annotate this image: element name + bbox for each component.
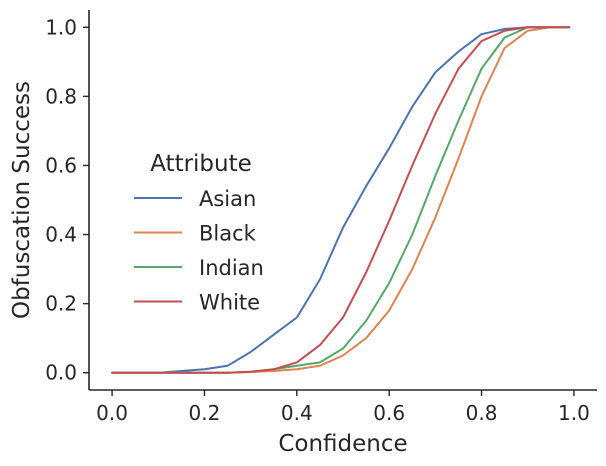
- legend-label-black: Black: [199, 222, 257, 246]
- x-tick-label: 0.8: [466, 401, 498, 425]
- series-line-asian: [111, 26, 571, 374]
- x-tick-label: 0.6: [373, 401, 405, 425]
- x-ticks: 0.0 0.2 0.4 0.6 0.8 1.0: [96, 390, 590, 425]
- y-tick-label: 0.4: [45, 223, 77, 247]
- y-tick-label: 0.6: [45, 153, 77, 177]
- y-tick-label: 0.2: [45, 292, 77, 316]
- x-tick-label: 0.0: [96, 401, 128, 425]
- y-tick-label: 0.0: [45, 361, 77, 385]
- y-axis-label: Obfuscation Success: [9, 81, 35, 319]
- series-lines: [111, 26, 571, 374]
- y-tick-label: 1.0: [45, 15, 77, 39]
- x-axis-label: Confidence: [278, 431, 407, 457]
- legend-label-indian: Indian: [199, 256, 264, 280]
- x-tick-label: 0.4: [281, 401, 313, 425]
- y-ticks: 0.0 0.2 0.4 0.6 0.8 1.0: [45, 15, 89, 385]
- legend: Attribute Asian Black Indian White: [134, 151, 264, 315]
- x-tick-label: 0.2: [189, 401, 221, 425]
- axes: [88, 10, 597, 391]
- x-tick-label: 1.0: [558, 401, 590, 425]
- legend-title: Attribute: [150, 151, 252, 177]
- series-line-white: [111, 26, 571, 374]
- legend-label-asian: Asian: [199, 187, 256, 211]
- y-tick-label: 0.8: [45, 84, 77, 108]
- legend-label-white: White: [199, 291, 260, 315]
